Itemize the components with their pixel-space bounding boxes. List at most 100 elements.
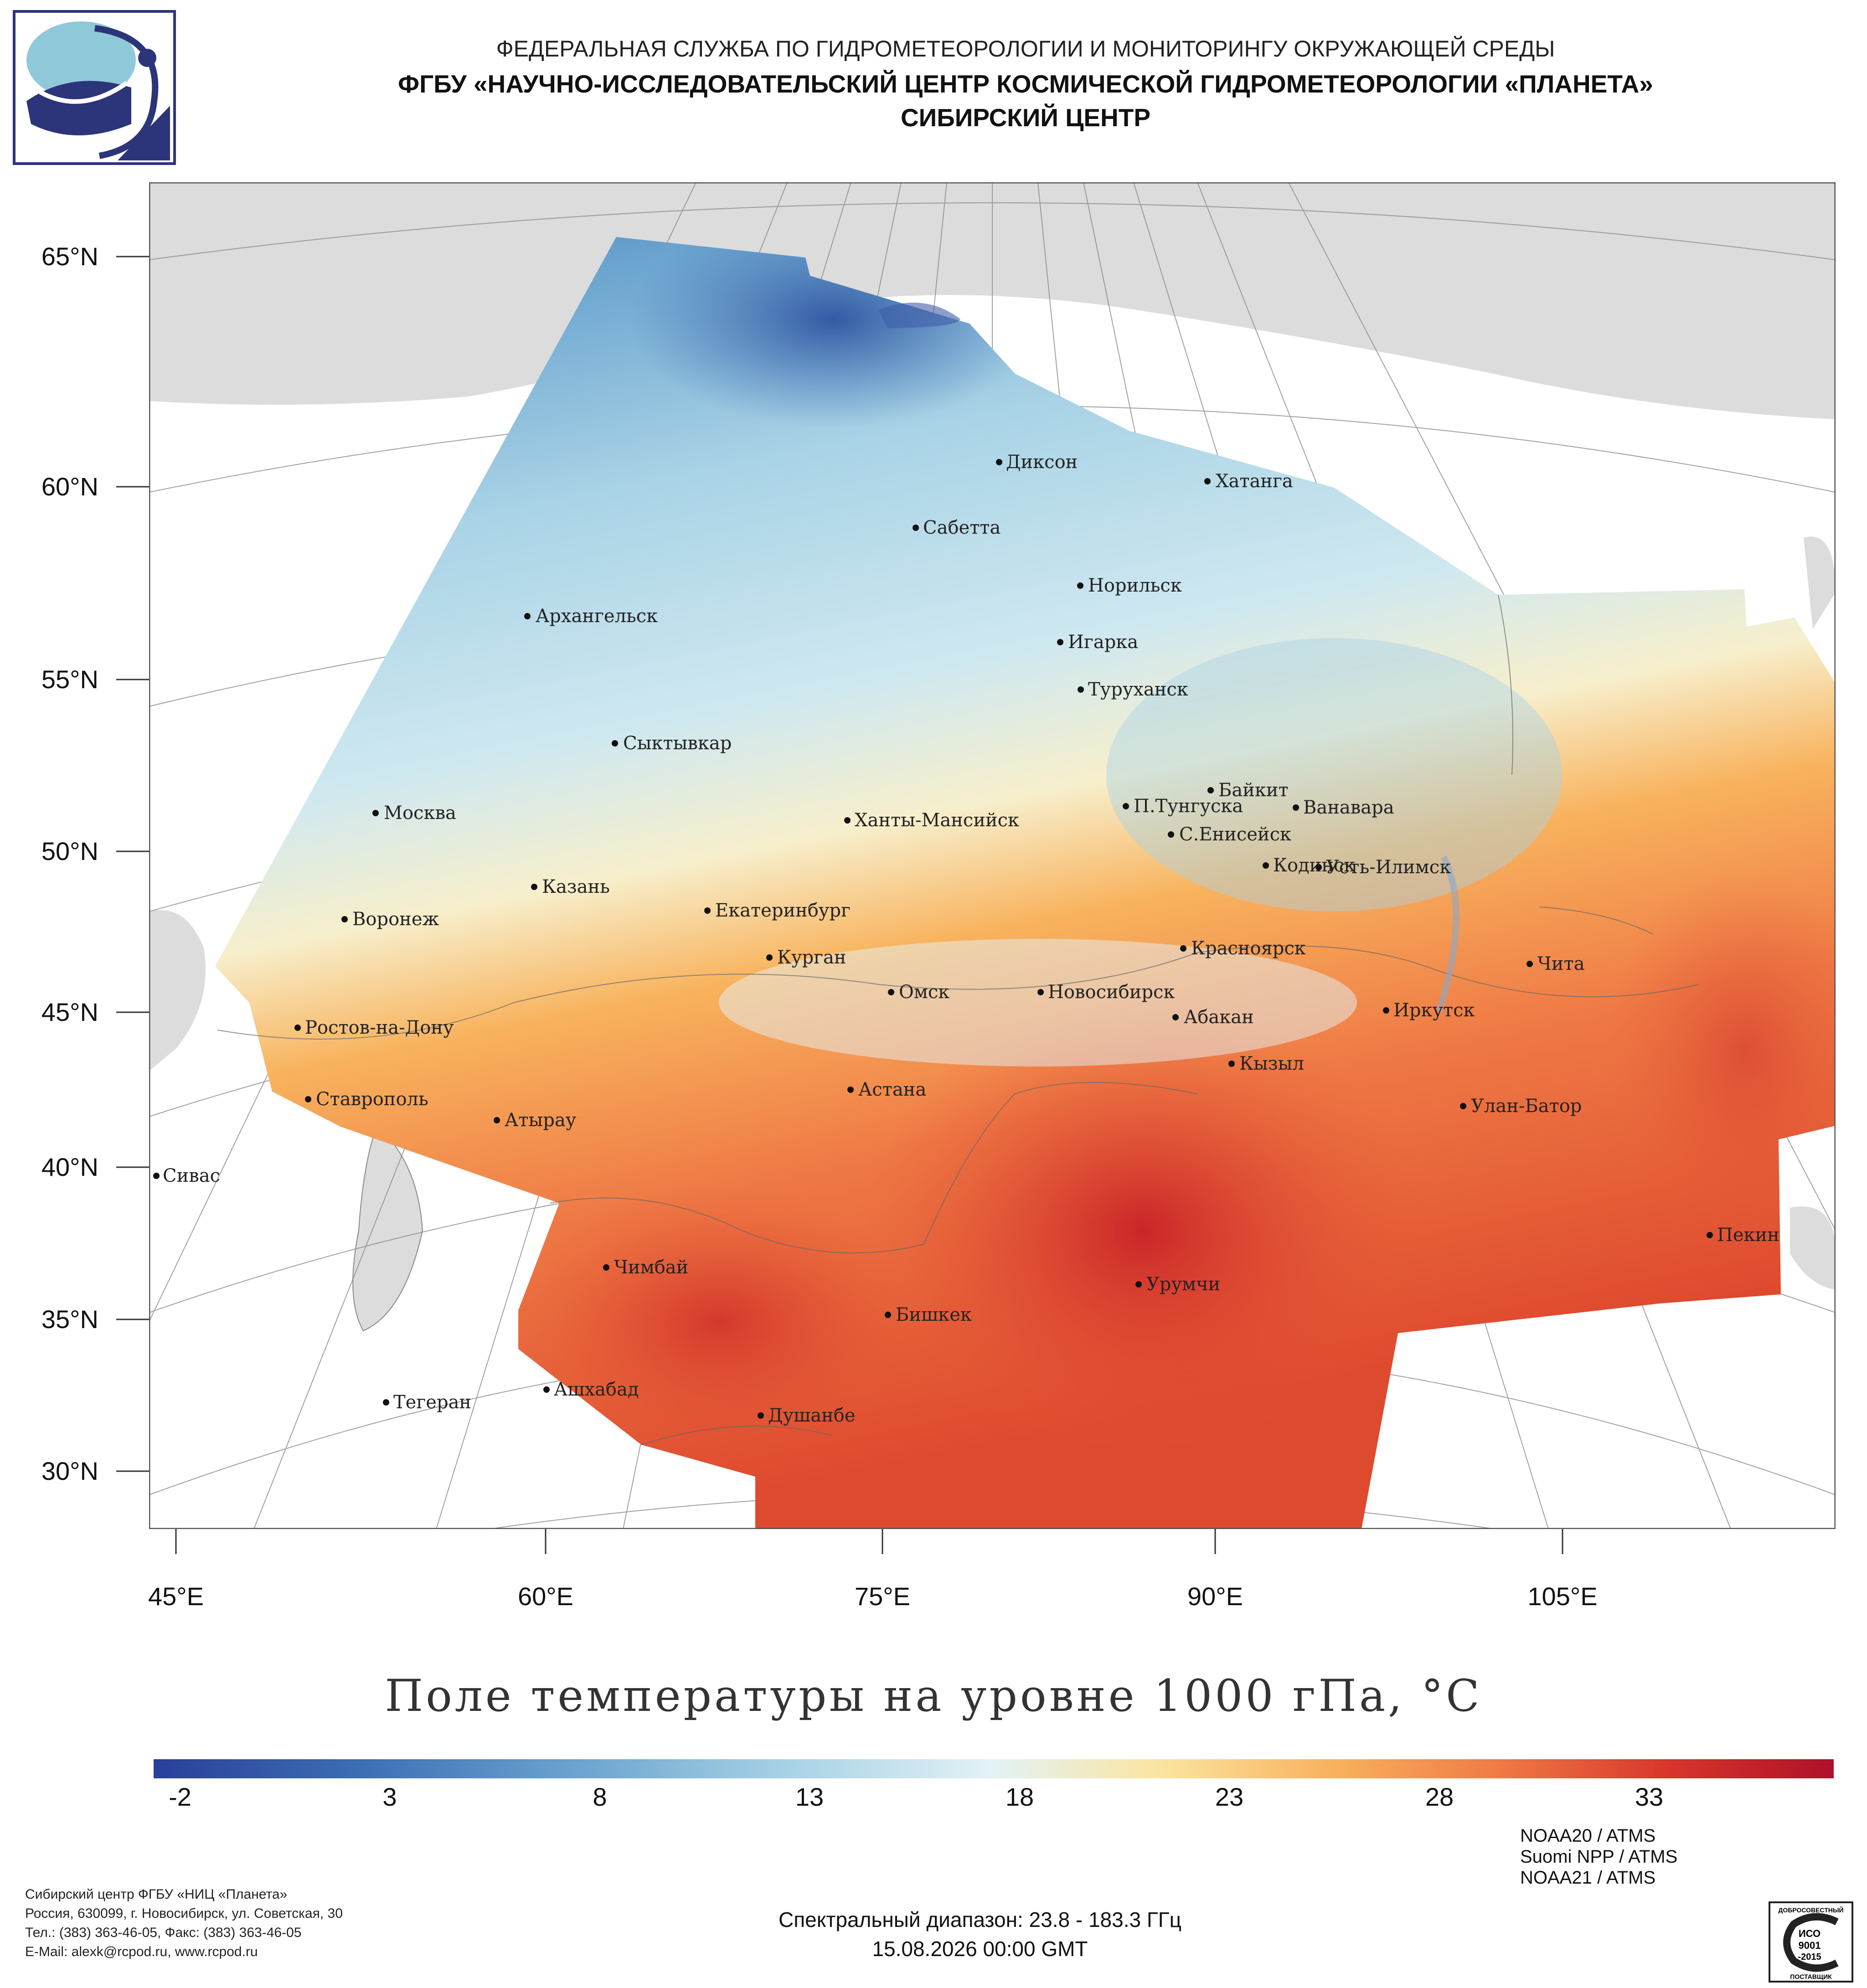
- city-ulaanbaatar: Улан-Батор: [1460, 1096, 1582, 1117]
- svg-text:Абакан: Абакан: [1184, 1007, 1254, 1028]
- city-atyrau: Атырау: [494, 1110, 577, 1131]
- svg-text:Кодинск: Кодинск: [1273, 855, 1355, 876]
- city-rostov-on-don: Ростов-на-Дону: [294, 1017, 454, 1038]
- city-abakan: Абакан: [1172, 1007, 1254, 1028]
- svg-text:Чита: Чита: [1537, 953, 1585, 974]
- svg-text:Тегеран: Тегеран: [393, 1392, 471, 1413]
- lat-label-40: 40°N: [41, 1153, 98, 1181]
- svg-text:ИСО: ИСО: [1799, 1928, 1821, 1939]
- lat-label-35: 35°N: [41, 1305, 98, 1334]
- city-chimbay: Чимбай: [603, 1257, 688, 1278]
- svg-text:Астана: Астана: [858, 1079, 926, 1100]
- colorbar-tick: 8: [593, 1782, 607, 1811]
- city-dikson: Диксон: [996, 452, 1078, 473]
- footer-info: Спектральный диапазон: 23.8 - 183.3 ГГц …: [593, 1905, 1367, 1963]
- lon-label-75: 75°E: [854, 1582, 911, 1611]
- city-irkutsk: Иркутск: [1383, 1000, 1475, 1021]
- city-novosibirsk: Новосибирск: [1037, 982, 1175, 1003]
- city-tehran: Тегеран: [383, 1392, 471, 1413]
- colorbar-tick: 28: [1425, 1782, 1454, 1811]
- temperature-map: Диксон Хатанга Сабетта Норильск Архангел…: [149, 182, 1836, 1529]
- lat-ticks: [116, 256, 149, 1472]
- city-baykit: Байкит: [1207, 780, 1289, 801]
- svg-text:Ставрополь: Ставрополь: [316, 1089, 428, 1110]
- svg-text:Атырау: Атырау: [505, 1110, 577, 1131]
- svg-text:Екатеринбург: Екатеринбург: [715, 900, 851, 921]
- svg-text:9001: 9001: [1799, 1940, 1821, 1951]
- svg-text:Чимбай: Чимбай: [614, 1257, 688, 1278]
- city-yekaterinburg: Екатеринбург: [704, 900, 851, 921]
- lat-label-60: 60°N: [41, 472, 98, 501]
- svg-text:Игарка: Игарка: [1068, 632, 1138, 653]
- city-kazan: Казань: [531, 876, 610, 897]
- svg-text:Туруханск: Туруханск: [1088, 679, 1188, 700]
- lat-label-45: 45°N: [41, 998, 98, 1026]
- city-moscow: Москва: [372, 803, 456, 824]
- svg-text:Москва: Москва: [384, 803, 456, 824]
- city-urumqi: Урумчи: [1135, 1274, 1220, 1295]
- city-omsk: Омск: [888, 982, 949, 1003]
- instrument-list: NOAA20 / ATMS Suomi NPP / ATMS NOAA21 / …: [1520, 1825, 1677, 1888]
- city-turukhansk: Туруханск: [1078, 679, 1188, 700]
- city-s-yeniseysk: С.Енисейск: [1168, 824, 1291, 845]
- svg-text:П.Тунгуска: П.Тунгуска: [1134, 796, 1243, 817]
- city-chita: Чита: [1527, 953, 1585, 974]
- svg-text:Сивас: Сивас: [163, 1165, 220, 1186]
- spectral-range: Спектральный диапазон: 23.8 - 183.3 ГГц: [778, 1908, 1182, 1931]
- svg-text:Ханты-Мансийск: Ханты-Мансийск: [855, 810, 1019, 831]
- svg-text:Ашхабад: Ашхабад: [554, 1379, 639, 1400]
- lat-label-55: 55°N: [41, 665, 98, 694]
- map-title: Поле температуры на уровне 1000 гПа, °C: [385, 1670, 1482, 1721]
- svg-text:Сыктывкар: Сыктывкар: [623, 733, 732, 754]
- svg-text:Бишкек: Бишкек: [896, 1304, 972, 1325]
- svg-text:Кызыл: Кызыл: [1239, 1053, 1304, 1074]
- lat-label-30: 30°N: [41, 1457, 98, 1485]
- colorbar-tick: 3: [382, 1782, 397, 1811]
- instrument-item: Suomi NPP / ATMS: [1520, 1847, 1678, 1867]
- city-arkhangelsk: Архангельск: [524, 606, 658, 627]
- city-bishkek: Бишкек: [885, 1304, 972, 1325]
- planeta-logo: [13, 10, 176, 165]
- temperature-colorbar: [154, 1759, 1834, 1778]
- footer-email: E-Mail: alexk@rcpod.ru, www.rcpod.ru: [25, 1944, 258, 1959]
- svg-text:Сабетта: Сабетта: [923, 517, 1001, 538]
- iso-certification-badge: ДОБРОСОВЕСТНЫЙ ИСО 9001 -2015 ПОСТАВЩИК: [1769, 1901, 1853, 1983]
- city-norilsk: Норильск: [1077, 575, 1182, 596]
- city-voronezh: Воронеж: [341, 909, 439, 930]
- city-p-tunguska: П.Тунгуска: [1123, 796, 1243, 817]
- svg-text:Казань: Казань: [542, 876, 610, 897]
- colorbar-tick: 18: [1005, 1782, 1034, 1811]
- svg-text:Красноярск: Красноярск: [1191, 938, 1306, 959]
- svg-text:Душанбе: Душанбе: [768, 1405, 856, 1426]
- instrument-item: NOAA21 / ATMS: [1520, 1868, 1656, 1888]
- observation-datetime: 15.08.2026 00:00 GMT: [872, 1937, 1088, 1961]
- city-kyzyl: Кызыл: [1228, 1053, 1304, 1074]
- svg-text:Архангельск: Архангельск: [536, 606, 658, 627]
- city-kodinsk: Кодинск: [1263, 855, 1355, 876]
- svg-text:Норильск: Норильск: [1088, 575, 1182, 596]
- city-igarka: Игарка: [1057, 632, 1138, 653]
- footer-contacts: Сибирский центр ФГБУ «НИЦ «Планета» Росс…: [25, 1885, 343, 1962]
- svg-text:Омск: Омск: [899, 982, 949, 1003]
- lon-label-45: 45°E: [148, 1582, 204, 1611]
- svg-text:Ростов-на-Дону: Ростов-на-Дону: [305, 1017, 454, 1038]
- city-khanty-mansiysk: Ханты-Мансийск: [844, 810, 1019, 831]
- svg-text:С.Енисейск: С.Енисейск: [1179, 824, 1291, 845]
- header-agency: ФЕДЕРАЛЬНАЯ СЛУЖБА ПО ГИДРОМЕТЕОРОЛОГИИ …: [496, 36, 1555, 62]
- city-dushanbe: Душанбе: [758, 1405, 856, 1426]
- city-stavropol: Ставрополь: [305, 1089, 428, 1110]
- header-organization: ФГБУ «НАУЧНО-ИССЛЕДОВАТЕЛЬСКИЙ ЦЕНТР КОС…: [398, 70, 1653, 98]
- footer-phones: Тел.: (383) 363-46-05, Факс: (383) 363-4…: [25, 1925, 302, 1940]
- lon-label-105: 105°E: [1527, 1582, 1598, 1611]
- svg-text:Воронеж: Воронеж: [352, 909, 439, 930]
- city-krasnoyarsk: Красноярск: [1180, 938, 1306, 959]
- city-vanavara: Ванавара: [1293, 797, 1394, 818]
- city-sabetta: Сабетта: [913, 517, 1001, 538]
- lon-label-60: 60°E: [517, 1582, 574, 1611]
- instrument-item: NOAA20 / ATMS: [1520, 1826, 1656, 1846]
- svg-text:ПОСТАВЩИК: ПОСТАВЩИК: [1790, 1973, 1832, 1980]
- svg-text:Байкит: Байкит: [1218, 780, 1289, 801]
- city-astana: Астана: [847, 1079, 926, 1100]
- city-beijing: Пекин: [1707, 1225, 1779, 1246]
- lon-label-90: 90°E: [1187, 1582, 1243, 1611]
